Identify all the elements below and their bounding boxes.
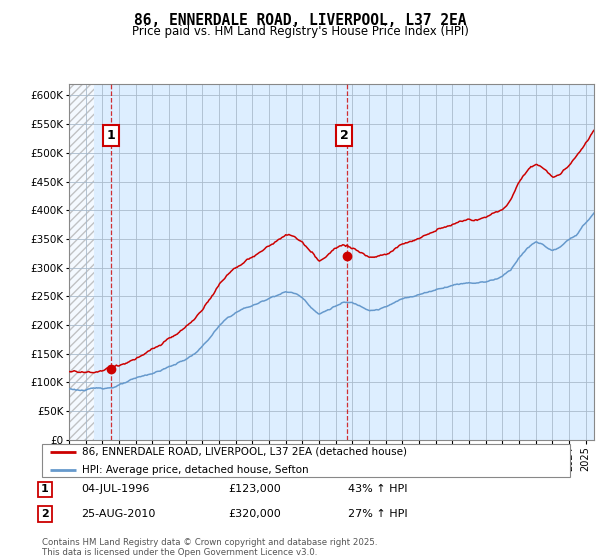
Text: 86, ENNERDALE ROAD, LIVERPOOL, L37 2EA: 86, ENNERDALE ROAD, LIVERPOOL, L37 2EA — [134, 13, 466, 27]
Text: 86, ENNERDALE ROAD, LIVERPOOL, L37 2EA (detached house): 86, ENNERDALE ROAD, LIVERPOOL, L37 2EA (… — [82, 447, 407, 457]
Text: 25-AUG-2010: 25-AUG-2010 — [81, 509, 155, 519]
Text: £123,000: £123,000 — [228, 484, 281, 494]
Text: 27% ↑ HPI: 27% ↑ HPI — [348, 509, 407, 519]
Text: 2: 2 — [340, 129, 349, 142]
Text: £320,000: £320,000 — [228, 509, 281, 519]
Text: 43% ↑ HPI: 43% ↑ HPI — [348, 484, 407, 494]
Bar — [69, 84, 94, 440]
Text: 1: 1 — [41, 484, 49, 494]
Text: 04-JUL-1996: 04-JUL-1996 — [81, 484, 149, 494]
Text: 1: 1 — [106, 129, 115, 142]
Text: HPI: Average price, detached house, Sefton: HPI: Average price, detached house, Seft… — [82, 465, 308, 475]
FancyBboxPatch shape — [42, 444, 570, 477]
Text: Contains HM Land Registry data © Crown copyright and database right 2025.
This d: Contains HM Land Registry data © Crown c… — [42, 538, 377, 557]
Text: Price paid vs. HM Land Registry's House Price Index (HPI): Price paid vs. HM Land Registry's House … — [131, 25, 469, 38]
Text: 2: 2 — [41, 509, 49, 519]
